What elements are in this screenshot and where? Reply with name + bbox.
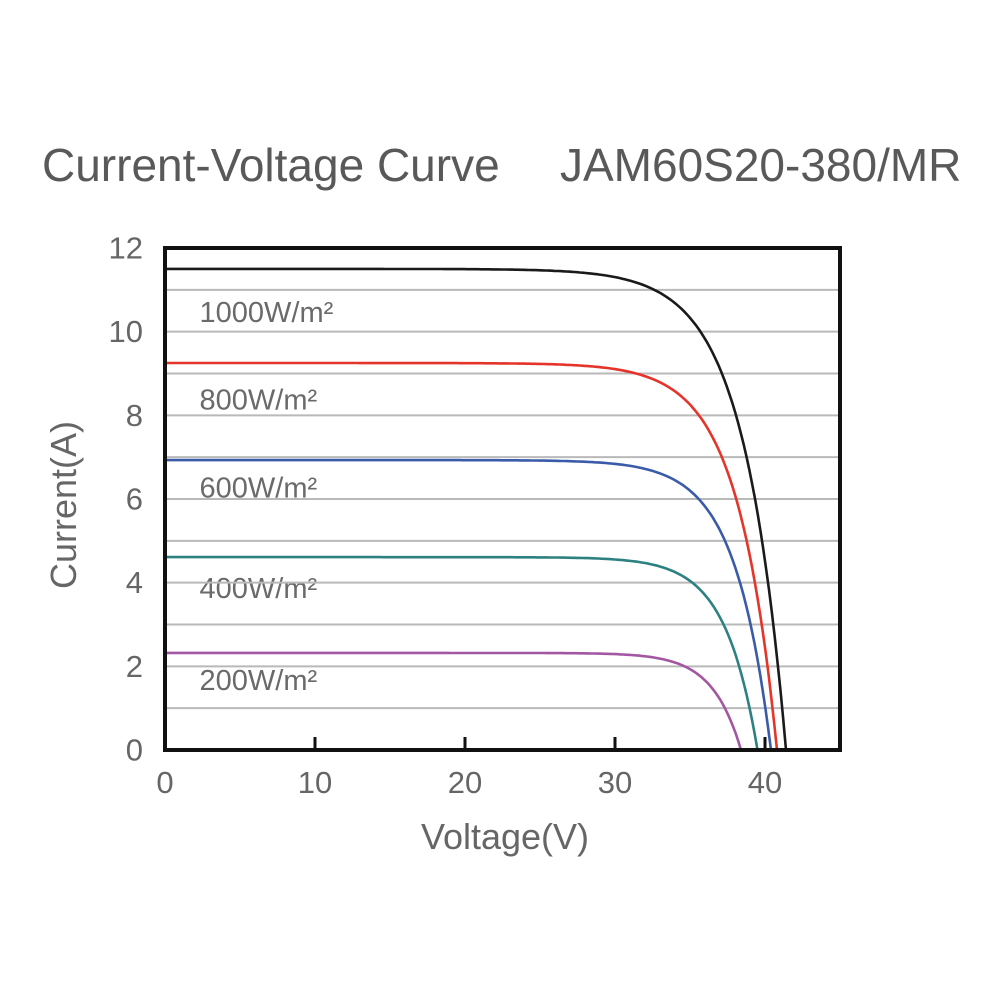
iv-curve-400 bbox=[163, 555, 759, 752]
x-tick-label: 0 bbox=[156, 765, 173, 800]
series-label-200: 200W/m² bbox=[200, 665, 318, 697]
x-tick-label: 10 bbox=[298, 765, 332, 800]
series-label-1000: 1000W/m² bbox=[200, 297, 334, 329]
y-tick-label: 6 bbox=[126, 482, 143, 517]
chart-title: Current-Voltage Curve bbox=[42, 139, 500, 191]
y-tick-label: 10 bbox=[109, 314, 143, 349]
y-tick-label: 0 bbox=[126, 733, 143, 768]
x-tick-label: 30 bbox=[598, 765, 632, 800]
iv-curve-200 bbox=[163, 651, 743, 752]
y-tick-label: 4 bbox=[126, 565, 143, 600]
y-tick-label: 8 bbox=[126, 398, 143, 433]
series-label-400: 400W/m² bbox=[200, 573, 318, 605]
iv-curve-600 bbox=[163, 458, 773, 752]
module-model-title: JAM60S20-380/MR bbox=[560, 139, 962, 191]
iv-curve-1000 bbox=[163, 267, 788, 752]
x-axis-title: Voltage(V) bbox=[420, 816, 590, 857]
y-axis-title: Current(A) bbox=[43, 420, 84, 590]
y-tick-label: 2 bbox=[126, 649, 143, 684]
x-tick-label: 20 bbox=[448, 765, 482, 800]
series-label-800: 800W/m² bbox=[200, 385, 318, 417]
x-tick-label: 40 bbox=[748, 765, 782, 800]
plot-frame bbox=[163, 246, 842, 752]
y-tick-label: 12 bbox=[109, 231, 143, 266]
iv-curve-800 bbox=[163, 361, 779, 752]
